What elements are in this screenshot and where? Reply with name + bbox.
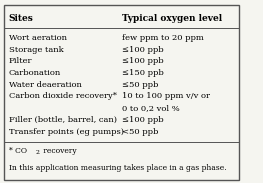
Text: <50 ppb: <50 ppb <box>122 128 158 136</box>
Text: Carbonation: Carbonation <box>9 69 61 77</box>
Text: ≤100 ppb: ≤100 ppb <box>122 57 163 65</box>
Text: 10 to 100 ppm v/v or: 10 to 100 ppm v/v or <box>122 92 210 100</box>
Text: Filler (bottle, barrel, can): Filler (bottle, barrel, can) <box>9 116 117 124</box>
Text: Storage tank: Storage tank <box>9 46 63 54</box>
Text: Carbon dioxide recovery*: Carbon dioxide recovery* <box>9 92 117 100</box>
Text: Typical oxygen level: Typical oxygen level <box>122 14 222 23</box>
Text: ≤50 ppb: ≤50 ppb <box>122 81 158 89</box>
Text: Water deaeration: Water deaeration <box>9 81 82 89</box>
Text: Transfer points (eg pumps): Transfer points (eg pumps) <box>9 128 124 136</box>
FancyBboxPatch shape <box>4 5 239 180</box>
Text: ≤100 ppb: ≤100 ppb <box>122 116 163 124</box>
Text: Sites: Sites <box>9 14 33 23</box>
Text: * CO: * CO <box>9 147 27 155</box>
Text: 2: 2 <box>36 150 39 155</box>
Text: recovery: recovery <box>41 147 77 155</box>
Text: ≤150 ppb: ≤150 ppb <box>122 69 163 77</box>
Text: 0 to 0,2 vol %: 0 to 0,2 vol % <box>122 104 179 112</box>
Text: Wort aeration: Wort aeration <box>9 34 67 42</box>
Text: few ppm to 20 ppm: few ppm to 20 ppm <box>122 34 203 42</box>
Text: ≤100 ppb: ≤100 ppb <box>122 46 163 54</box>
Text: Filter: Filter <box>9 57 32 65</box>
Text: In this application measuring takes place in a gas phase.: In this application measuring takes plac… <box>9 164 226 172</box>
